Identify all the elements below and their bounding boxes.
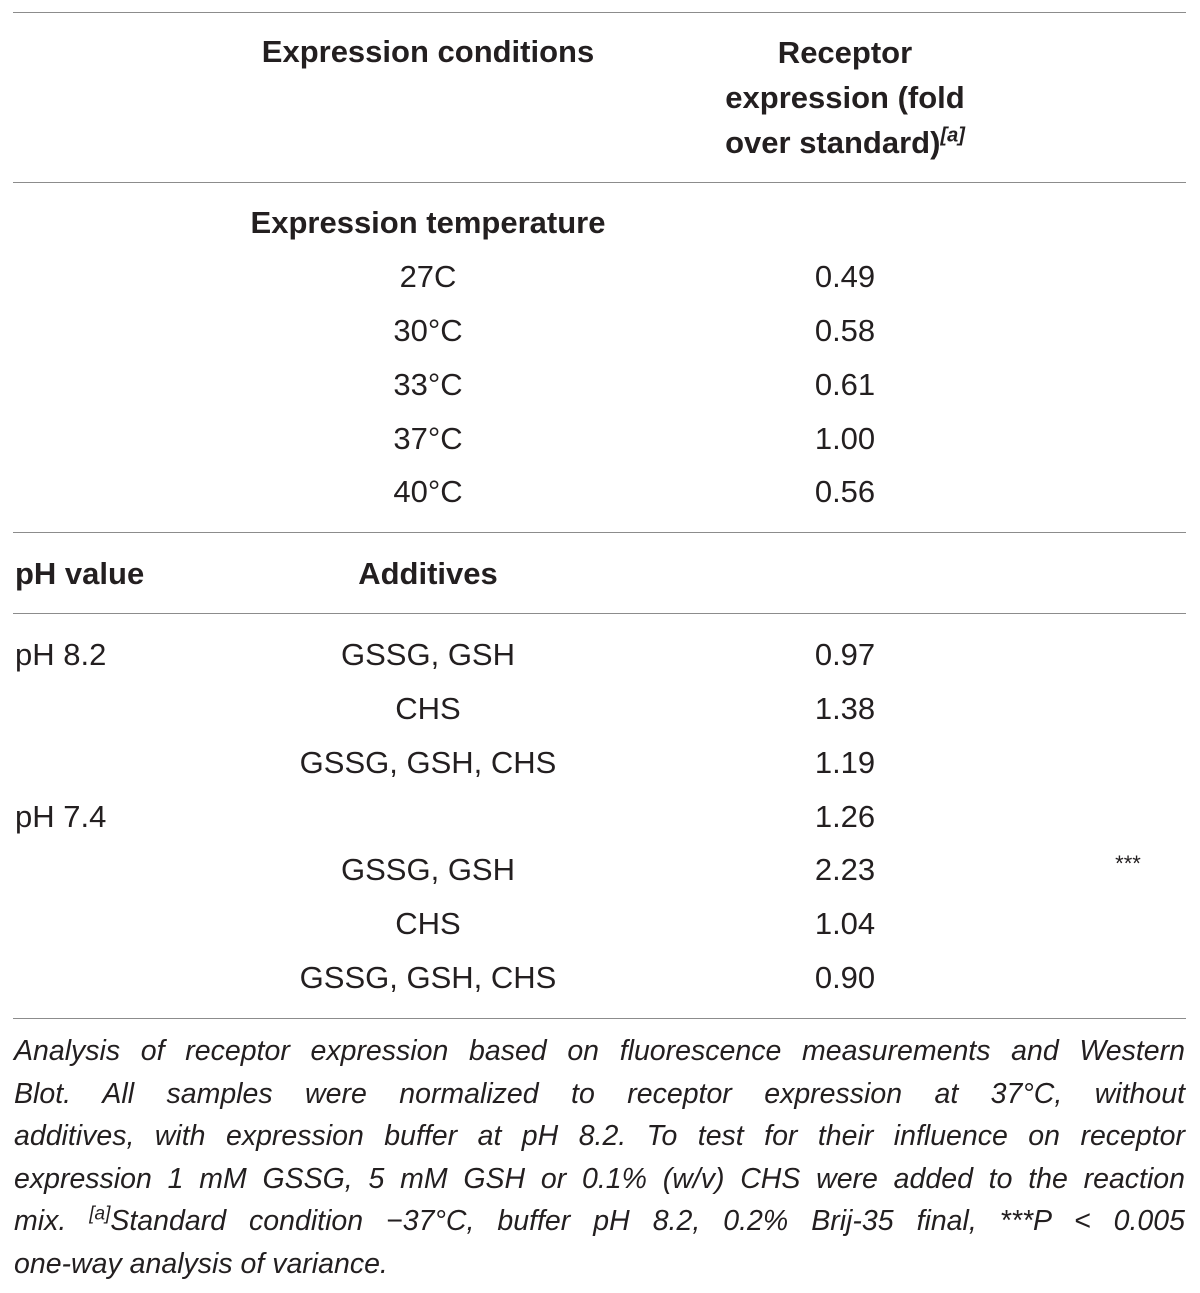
additive-label: GSSG, GSH [341, 637, 515, 672]
column-header-additives: Additives [358, 556, 498, 591]
additive-value: 1.26 [814, 799, 876, 834]
additive-value: 1.04 [814, 906, 876, 941]
caption-line: Blot. All samples were normalized to rec… [14, 1077, 1185, 1110]
additive-value: 1.19 [814, 745, 876, 780]
temperature-condition: 27C [399, 259, 457, 294]
caption-line: one-way analysis of variance. [14, 1247, 388, 1280]
temperature-section-bottom-rule [13, 532, 1186, 533]
column-header-conditions: Expression conditions [261, 34, 595, 69]
temperature-value: 0.61 [814, 367, 876, 402]
caption-line: Analysis of receptor expression based on… [14, 1035, 1185, 1067]
additive-value: 0.90 [814, 960, 876, 995]
header-line-1: Receptor [777, 35, 913, 70]
additive-value: 0.97 [814, 637, 876, 672]
caption-line: additives, with expression buffer at pH … [14, 1120, 1185, 1152]
additive-label: CHS [395, 906, 461, 941]
column-header-ph: pH value [15, 556, 145, 591]
additive-label: CHS [395, 691, 461, 726]
significance-marker: *** [1115, 851, 1141, 876]
ph-label: pH 7.4 [15, 799, 107, 834]
temperature-value: 1.00 [814, 421, 876, 456]
table-bottom-rule [13, 1018, 1186, 1019]
ph-label: pH 8.2 [15, 637, 107, 672]
header-bottom-rule [13, 182, 1186, 183]
temperature-condition: 40°C [393, 474, 463, 509]
temperature-condition: 30°C [393, 313, 463, 348]
header-line-2: expression (fold [725, 80, 965, 115]
caption-line: mix. [a]Standard condition −37°C, buffer… [14, 1200, 1185, 1243]
additives-header-bottom-rule [13, 613, 1186, 614]
temperature-section-title: Expression temperature [250, 205, 606, 240]
caption-line: expression 1 mM GSSG, 5 mM GSH or 0.1% (… [14, 1162, 1185, 1195]
temperature-value: 0.58 [814, 313, 876, 348]
additive-label: GSSG, GSH, CHS [299, 745, 557, 780]
table-caption: Analysis of receptor expression based on… [14, 1030, 1185, 1285]
additive-value: 1.38 [814, 691, 876, 726]
table-top-rule [13, 12, 1186, 13]
temperature-condition: 33°C [393, 367, 463, 402]
temperature-value: 0.56 [814, 474, 876, 509]
additive-label: GSSG, GSH, CHS [299, 960, 557, 995]
caption-text: mix. [14, 1205, 90, 1237]
column-header-receptor-expression: Receptor expression (fold over standard)… [725, 30, 965, 165]
footnote-marker: [a] [89, 1203, 111, 1225]
footnote-marker: [a] [940, 124, 965, 147]
additive-label: GSSG, GSH [341, 852, 515, 887]
additive-value: 2.23 [814, 852, 876, 887]
temperature-value: 0.49 [814, 259, 876, 294]
caption-text: Standard condition −37°C, buffer pH 8.2,… [110, 1205, 1185, 1237]
temperature-condition: 37°C [393, 421, 463, 456]
header-line-3: over standard) [725, 125, 941, 160]
